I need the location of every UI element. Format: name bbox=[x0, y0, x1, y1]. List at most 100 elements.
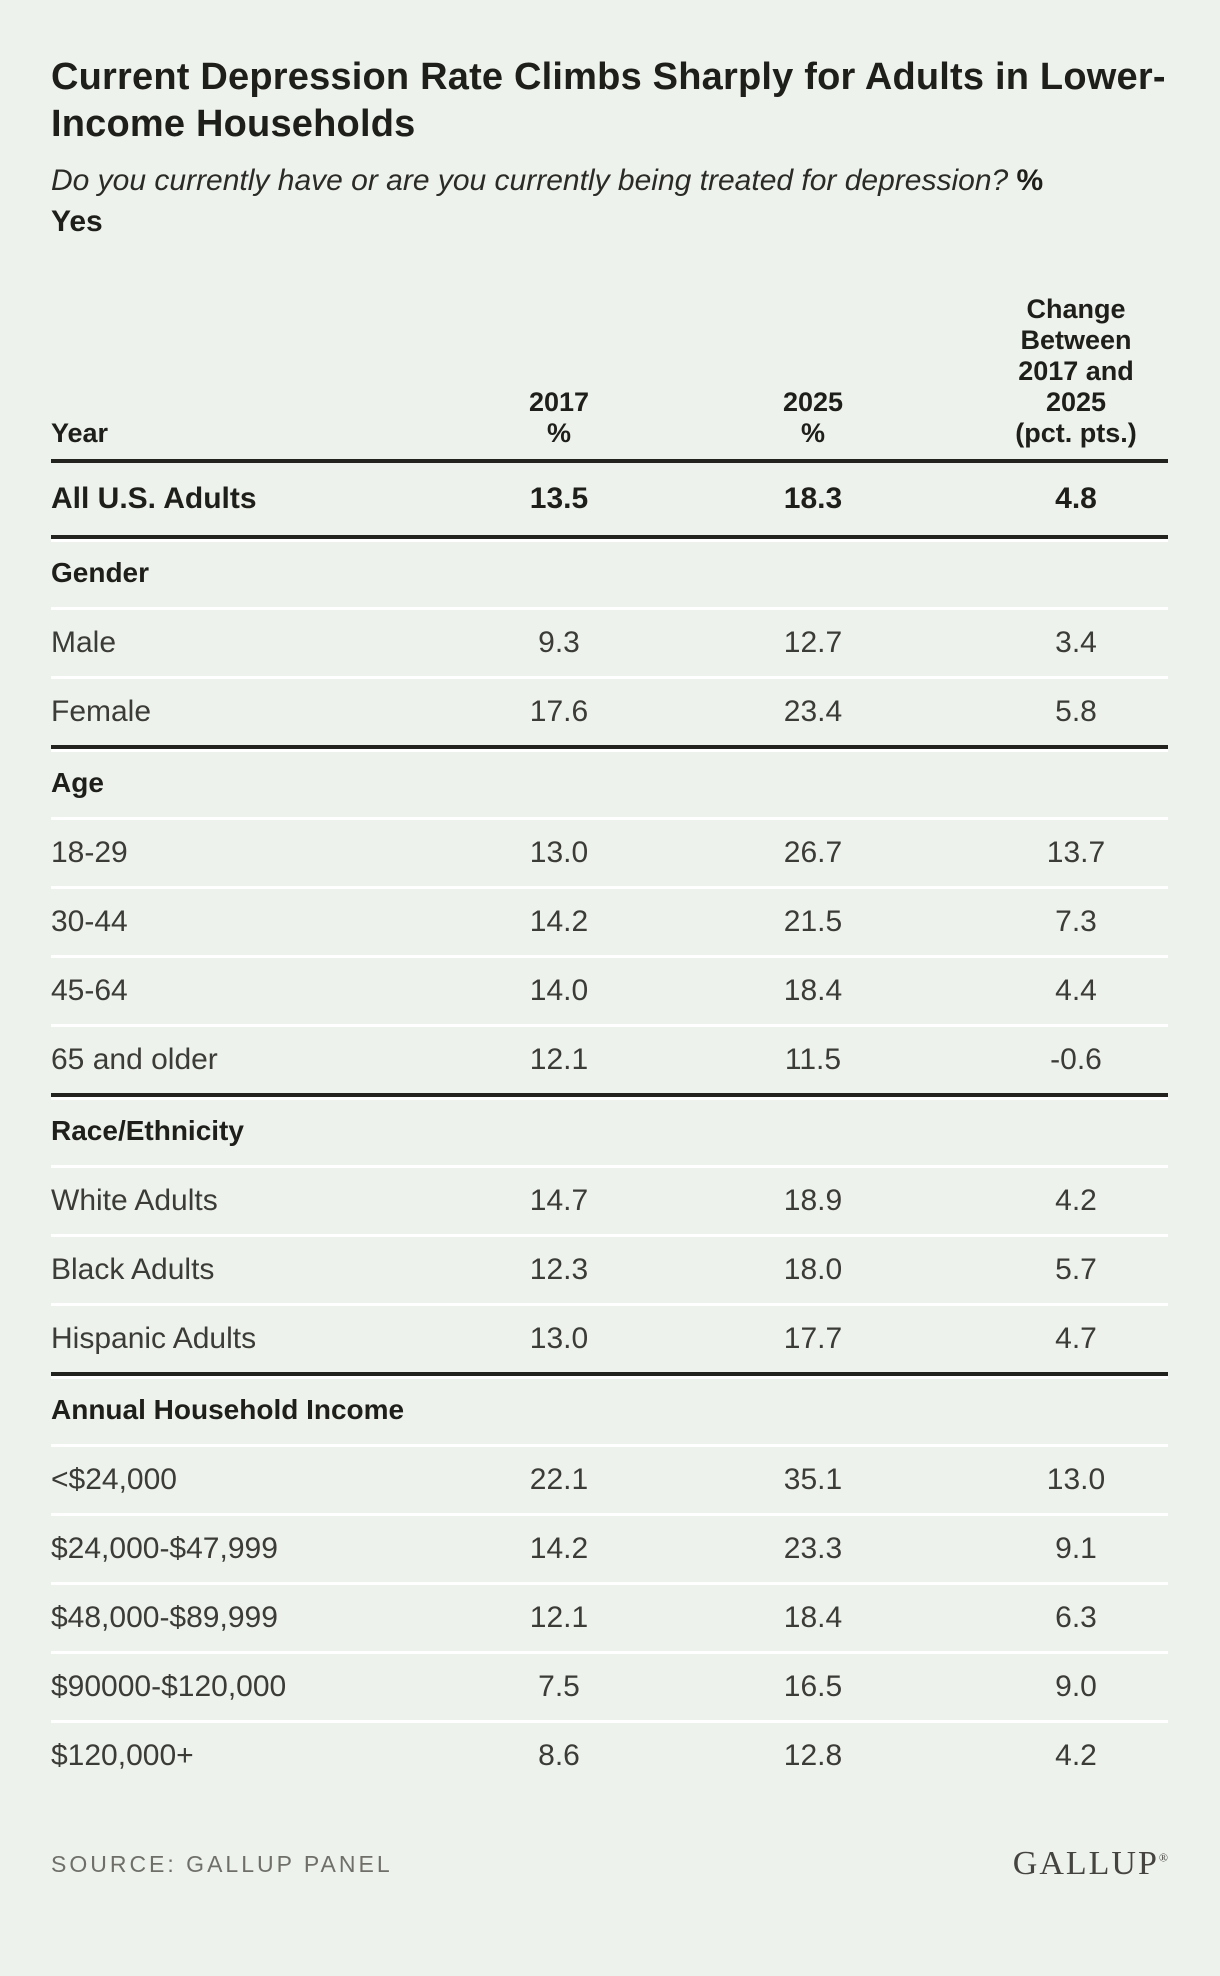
registered-mark: ® bbox=[1158, 1850, 1168, 1865]
row-label: All U.S. Adults bbox=[51, 482, 257, 515]
row-value-change: -0.6 bbox=[1050, 1043, 1102, 1076]
table-row: $120,000+ 8.6 12.8 4.2 bbox=[51, 1720, 1168, 1789]
depression-rate-table: Year 2017 % 2025 % Change Between 2017 a… bbox=[51, 294, 1168, 1789]
table-row: $90000-$120,000 7.5 16.5 9.0 bbox=[51, 1651, 1168, 1720]
row-value-2017: 14.0 bbox=[529, 974, 589, 1007]
table-row: White Adults 14.7 18.9 4.2 bbox=[51, 1165, 1168, 1234]
row-value-2017: 8.6 bbox=[538, 1739, 580, 1772]
row-value-change: 4.2 bbox=[1055, 1184, 1097, 1217]
table-row: 45-64 14.0 18.4 4.4 bbox=[51, 955, 1168, 1024]
row-value-change: 4.2 bbox=[1055, 1739, 1097, 1772]
row-label: White Adults bbox=[51, 1184, 218, 1217]
survey-question-text: Do you currently have or are you current… bbox=[51, 164, 1009, 197]
row-label: $24,000-$47,999 bbox=[51, 1532, 278, 1565]
row-value-2025: 18.4 bbox=[783, 974, 843, 1007]
table-row: 65 and older 12.1 11.5 -0.6 bbox=[51, 1024, 1168, 1093]
row-value-change: 7.3 bbox=[1055, 905, 1097, 938]
row-value-2017: 13.5 bbox=[529, 482, 589, 515]
row-label: $120,000+ bbox=[51, 1739, 194, 1772]
row-value-2017: 14.7 bbox=[529, 1184, 589, 1217]
table-row: 18-29 13.0 26.7 13.7 bbox=[51, 817, 1168, 886]
row-value-2025: 18.0 bbox=[783, 1253, 843, 1286]
table-row: 30-44 14.2 21.5 7.3 bbox=[51, 886, 1168, 955]
section-header: Race/Ethnicity bbox=[51, 1097, 1168, 1165]
section-header: Annual Household Income bbox=[51, 1376, 1168, 1444]
row-value-2017: 13.0 bbox=[529, 1322, 589, 1355]
row-label: <$24,000 bbox=[51, 1463, 177, 1496]
table-sections: Gender Male 9.3 12.7 3.4 Female 17.6 23.4 5.8 Age… bbox=[51, 535, 1168, 1789]
row-value-2017: 12.1 bbox=[529, 1043, 589, 1076]
row-label: 45-64 bbox=[51, 974, 128, 1007]
table-section: Age 18-29 13.0 26.7 13.7 30-44 14.2 21.5 7.3 45-6… bbox=[51, 745, 1168, 1093]
row-value-2025: 12.8 bbox=[783, 1739, 843, 1772]
column-header-year: Year bbox=[51, 418, 109, 448]
row-value-change: 5.8 bbox=[1055, 695, 1097, 728]
table-row: Black Adults 12.3 18.0 5.7 bbox=[51, 1234, 1168, 1303]
table-section: Annual Household Income <$24,000 22.1 35.1 1… bbox=[51, 1372, 1168, 1789]
row-value-2017: 9.3 bbox=[538, 626, 580, 659]
row-label: 30-44 bbox=[51, 905, 128, 938]
row-value-2017: 22.1 bbox=[529, 1463, 589, 1496]
row-value-2017: 14.2 bbox=[529, 905, 589, 938]
row-value-2025: 21.5 bbox=[783, 905, 843, 938]
row-label: Male bbox=[51, 626, 117, 659]
page-title: Current Depression Rate Climbs Sharply f… bbox=[51, 56, 1166, 145]
row-value-change: 9.1 bbox=[1055, 1532, 1097, 1565]
section-header-label: Age bbox=[51, 767, 104, 798]
row-value-2017: 12.3 bbox=[529, 1253, 589, 1286]
row-label: 65 and older bbox=[51, 1043, 218, 1076]
table-row: $48,000-$89,999 12.1 18.4 6.3 bbox=[51, 1582, 1168, 1651]
section-header-label: Gender bbox=[51, 557, 150, 588]
table-row: Male 9.3 12.7 3.4 bbox=[51, 607, 1168, 676]
table-row: Female 17.6 23.4 5.8 bbox=[51, 676, 1168, 745]
source-note: SOURCE: GALLUP PANEL bbox=[51, 1850, 393, 1877]
row-value-change: 9.0 bbox=[1055, 1670, 1097, 1703]
row-label: Hispanic Adults bbox=[51, 1322, 257, 1355]
gallup-logo: GALLUP® bbox=[1013, 1845, 1168, 1883]
row-value-2017: 14.2 bbox=[529, 1532, 589, 1565]
row-value-2025: 18.3 bbox=[783, 482, 843, 515]
table-row: <$24,000 22.1 35.1 13.0 bbox=[51, 1444, 1168, 1513]
row-value-change: 5.7 bbox=[1055, 1253, 1097, 1286]
row-label: $48,000-$89,999 bbox=[51, 1601, 278, 1634]
row-value-2025: 35.1 bbox=[783, 1463, 843, 1496]
row-value-2025: 23.3 bbox=[783, 1532, 843, 1565]
table-section: Race/Ethnicity White Adults 14.7 18.9 4.2 Bla… bbox=[51, 1093, 1168, 1372]
row-value-change: 6.3 bbox=[1055, 1601, 1097, 1634]
row-value-change: 13.0 bbox=[1046, 1463, 1106, 1496]
row-label: $90000-$120,000 bbox=[51, 1670, 287, 1703]
row-value-change: 4.8 bbox=[1055, 482, 1097, 515]
column-header-2017: 2017 % bbox=[528, 387, 590, 448]
row-value-change: 3.4 bbox=[1055, 626, 1097, 659]
row-value-2017: 13.0 bbox=[529, 836, 589, 869]
row-value-2025: 26.7 bbox=[783, 836, 843, 869]
survey-question: Do you currently have or are you current… bbox=[51, 160, 1168, 242]
row-label: Black Adults bbox=[51, 1253, 215, 1286]
section-header-label: Annual Household Income bbox=[51, 1394, 405, 1425]
survey-answer-label: % Yes bbox=[51, 164, 1044, 238]
row-value-change: 13.7 bbox=[1046, 836, 1106, 869]
row-value-2025: 11.5 bbox=[784, 1043, 842, 1076]
table-row-all-us-adults: All U.S. Adults 13.5 18.3 4.8 bbox=[51, 463, 1168, 535]
column-header-change: Change Between 2017 and 2025 (pct. pts.) bbox=[1015, 294, 1137, 448]
row-value-2017: 17.6 bbox=[529, 695, 589, 728]
row-value-change: 4.7 bbox=[1055, 1322, 1097, 1355]
row-value-2017: 7.5 bbox=[538, 1670, 580, 1703]
section-header: Age bbox=[51, 749, 1168, 817]
row-value-2025: 23.4 bbox=[783, 695, 843, 728]
row-value-2025: 18.9 bbox=[783, 1184, 843, 1217]
section-header: Gender bbox=[51, 539, 1168, 607]
table-header-row: Year 2017 % 2025 % Change Between 2017 a… bbox=[51, 294, 1168, 463]
table-row: $24,000-$47,999 14.2 23.3 9.1 bbox=[51, 1513, 1168, 1582]
table-section: Gender Male 9.3 12.7 3.4 Female 17.6 23.4 5.8 bbox=[51, 535, 1168, 745]
row-value-2025: 16.5 bbox=[783, 1670, 843, 1703]
row-value-2025: 18.4 bbox=[783, 1601, 843, 1634]
footer: SOURCE: GALLUP PANEL GALLUP® bbox=[51, 1845, 1168, 1883]
row-value-change: 4.4 bbox=[1055, 974, 1097, 1007]
row-label: 18-29 bbox=[51, 836, 128, 869]
row-label: Female bbox=[51, 695, 152, 728]
gallup-wordmark: GALLUP bbox=[1012, 1845, 1159, 1882]
section-header-label: Race/Ethnicity bbox=[51, 1115, 244, 1146]
row-value-2017: 12.1 bbox=[529, 1601, 589, 1634]
